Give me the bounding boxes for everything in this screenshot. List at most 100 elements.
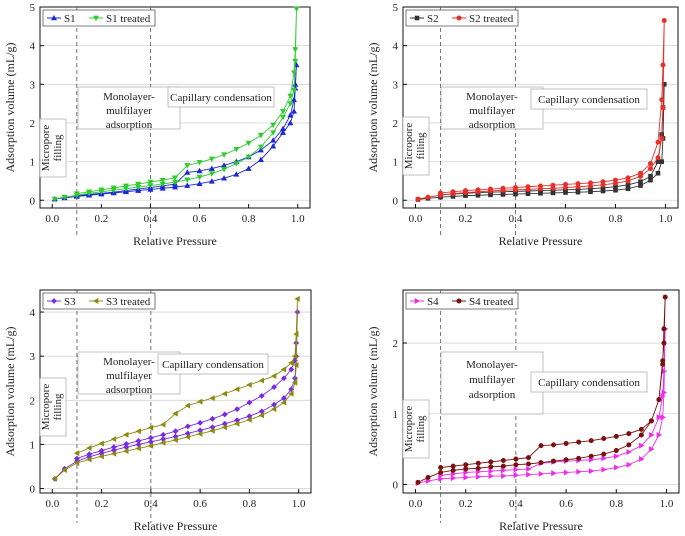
x-tick-label: 0.2 bbox=[95, 498, 109, 510]
marker-s3-treated-5 bbox=[110, 450, 117, 457]
marker-s1-10 bbox=[171, 184, 179, 190]
y-tick-label: 4 bbox=[393, 41, 399, 53]
marker-s3-19 bbox=[280, 395, 287, 402]
x-tick-label: 1.0 bbox=[659, 213, 673, 225]
marker-s4-treated-1 bbox=[425, 474, 431, 480]
x-tick-label: 0.2 bbox=[94, 213, 108, 225]
marker-s3-38 bbox=[147, 434, 154, 441]
marker-s3-treated-44 bbox=[73, 450, 80, 457]
x-tick-label: 0.8 bbox=[609, 213, 623, 225]
marker-s3-treated-34 bbox=[197, 398, 203, 405]
marker-s4-6 bbox=[488, 473, 494, 480]
y-tick-label: 3 bbox=[393, 79, 399, 91]
marker-s4-treated-27 bbox=[648, 418, 654, 424]
micropore-box bbox=[402, 399, 430, 459]
marker-s3-43 bbox=[86, 451, 93, 458]
capillary-label: Capillary condensation bbox=[538, 94, 640, 106]
legend-entry: S4 treated bbox=[469, 296, 514, 308]
x-tick-label: 0.6 bbox=[193, 213, 207, 225]
marker-s1-26 bbox=[287, 112, 294, 118]
marker-s4-treated-9 bbox=[525, 461, 531, 467]
marker-s4-15 bbox=[601, 466, 607, 473]
marker-s2-treated-42 bbox=[462, 188, 468, 194]
marker-s3-treated-31 bbox=[233, 386, 240, 393]
marker-s1-14 bbox=[221, 175, 228, 181]
marker-s4-treated-10 bbox=[538, 460, 544, 466]
chart-panel-s3: 0.0 0.2 0.4 0.6 0.8 1.0 0 1 2 3 4 Relative Pressure… bbox=[3, 289, 312, 533]
micropore-box bbox=[39, 377, 67, 437]
marker-s2-treated-35 bbox=[550, 182, 556, 188]
marker-s4-39 bbox=[501, 467, 507, 474]
monolayer-box bbox=[77, 86, 181, 130]
marker-s2-treated-31 bbox=[600, 179, 606, 185]
marker-s3-treated-29 bbox=[258, 377, 265, 384]
marker-s1-treated-21 bbox=[291, 87, 298, 94]
marker-s1-treated-23 bbox=[293, 6, 300, 13]
marker-s4-treated-25 bbox=[660, 358, 666, 364]
marker-s3-treated-26 bbox=[288, 359, 294, 366]
y-tick-label: 2 bbox=[393, 338, 399, 350]
x-tick-label: 0.6 bbox=[559, 213, 573, 225]
marker-s4-treated-43 bbox=[450, 463, 456, 469]
marker-s4-treated-8 bbox=[513, 462, 519, 468]
marker-s3-treated-27 bbox=[280, 366, 287, 373]
marker-s2-treated-41 bbox=[475, 187, 481, 193]
marker-s1-treated-41 bbox=[110, 185, 117, 192]
marker-s1-16 bbox=[245, 165, 252, 171]
marker-s2-treated-33 bbox=[575, 181, 581, 187]
marker-s4-treated-13 bbox=[576, 455, 582, 461]
x-tick-label: 1.0 bbox=[291, 213, 305, 225]
capillary-box bbox=[157, 353, 269, 375]
marker-s3-treated-18 bbox=[270, 406, 277, 413]
marker-s1-treated-13 bbox=[208, 171, 215, 177]
monolayer-box bbox=[440, 351, 544, 415]
capillary-label: Capillary condensation bbox=[170, 92, 272, 104]
marker-s4-treated-37 bbox=[525, 455, 531, 461]
marker-s1-treated-28 bbox=[270, 122, 277, 129]
x-tick-label: 0.0 bbox=[409, 498, 423, 510]
marker-s3-treated-2 bbox=[73, 459, 80, 467]
micropore-label: Micropore bbox=[40, 384, 52, 431]
marker-s3-treated-37 bbox=[160, 421, 166, 428]
marker-s2-treated-25 bbox=[659, 97, 665, 103]
marker-s4-2 bbox=[438, 475, 444, 482]
marker-s1-treated-44 bbox=[73, 191, 80, 197]
marker-s1-33 bbox=[208, 165, 215, 171]
x-tick-label: 0.4 bbox=[509, 498, 523, 510]
marker-s2-treated-29 bbox=[625, 175, 631, 181]
monolayer-label: mulfilayer bbox=[106, 105, 152, 117]
y-axis-label: Adsorption volume (mL/g) bbox=[366, 327, 380, 457]
marker-s2-27 bbox=[648, 174, 653, 179]
capillary-box bbox=[530, 371, 648, 393]
marker-s2-treated-36 bbox=[537, 183, 543, 189]
marker-s3-treated-40 bbox=[123, 431, 129, 438]
marker-s4-treated-38 bbox=[513, 456, 519, 462]
x-tick-label: 0.2 bbox=[459, 498, 473, 510]
marker-s4-treated-29 bbox=[626, 431, 632, 437]
marker-s1-treated-30 bbox=[245, 140, 252, 147]
marker-s2-treated-0 bbox=[415, 196, 421, 202]
marker-s3-32 bbox=[221, 411, 228, 418]
marker-s2-treated-37 bbox=[525, 184, 531, 190]
y-tick-label: 2 bbox=[393, 118, 399, 130]
capillary-box bbox=[167, 86, 275, 108]
y-tick-label: 0 bbox=[393, 195, 399, 207]
marker-s4-16 bbox=[613, 464, 620, 471]
x-tick-label: 0.6 bbox=[193, 498, 207, 510]
marker-s3-41 bbox=[110, 444, 117, 451]
marker-s4-38 bbox=[513, 466, 520, 473]
chart-panel-s1: 0.0 0.2 0.4 0.6 0.8 1.0 0 1 2 3 4 5 Relative Pressur… bbox=[3, 2, 311, 248]
marker-s4-27 bbox=[649, 431, 655, 439]
marker-s1-treated-31 bbox=[233, 146, 240, 153]
micropore-box bbox=[402, 116, 430, 176]
marker-s4-treated-6 bbox=[488, 464, 494, 470]
legend-entry: S1 bbox=[64, 13, 76, 25]
marker-s2-treated-34 bbox=[562, 181, 568, 187]
marker-s3-35 bbox=[184, 423, 191, 430]
marker-s2-treated-30 bbox=[612, 177, 618, 183]
marker-s1-treated-29 bbox=[257, 133, 264, 139]
marker-s3-treated-17 bbox=[258, 412, 265, 419]
y-tick-label: 3 bbox=[30, 351, 36, 363]
x-tick-label: 0.8 bbox=[242, 213, 256, 225]
